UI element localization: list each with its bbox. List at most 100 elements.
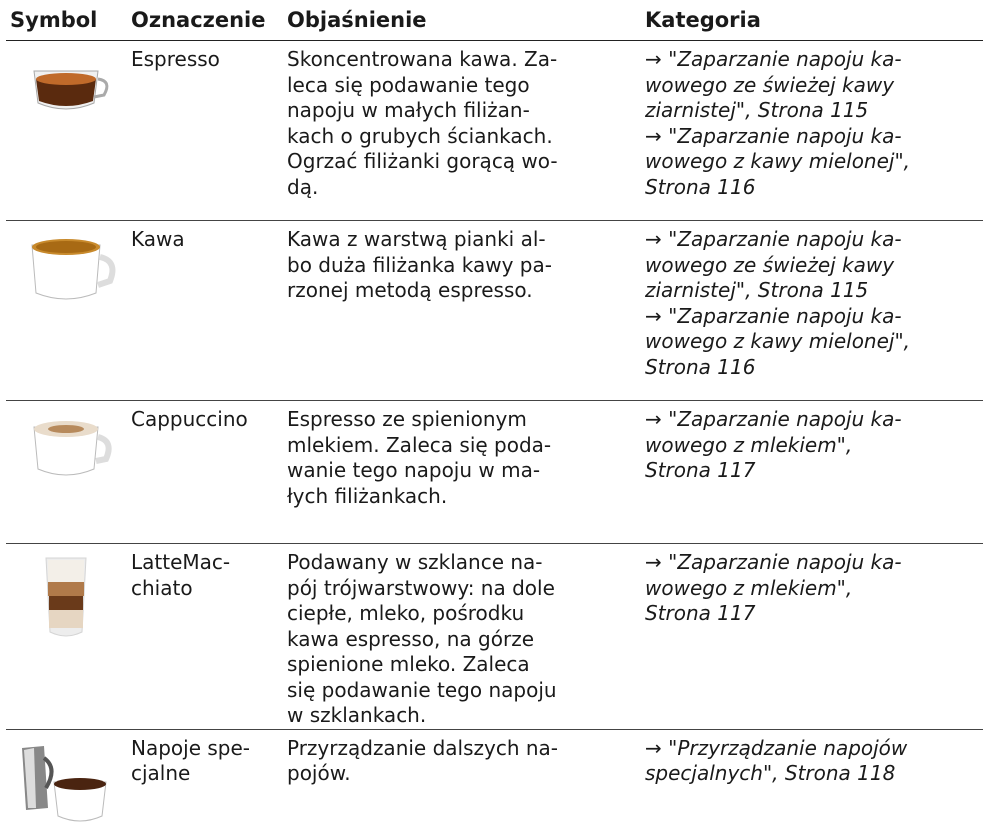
symbol-cell <box>6 400 127 544</box>
description-line: Ogrzać filiżanki gorącą wo- <box>287 149 558 173</box>
table-row: Espresso Skoncentrowana kawa. Za-leca się… <box>6 40 983 221</box>
reference-line: Strona 116 <box>645 355 979 381</box>
description-line: łych filiżankach. <box>287 483 448 508</box>
reference-line: wowego z mlekiem", <box>645 433 979 459</box>
name-line: cjalne <box>131 761 191 785</box>
reference-text: wowego ze świeżej kawy <box>645 252 895 277</box>
reference-line: → "Zaparzanie napoju ka- <box>645 407 979 433</box>
name-cell: Napoje spe-cjalne <box>127 729 283 840</box>
description-line: kawa espresso, na górze <box>287 626 535 651</box>
column-header: Kategoria <box>641 0 983 41</box>
category-cell: → "Zaparzanie napoju ka-wowego z mlekiem… <box>641 400 983 544</box>
arrow: → <box>645 550 662 574</box>
description-line: napoju w małych filiżan- <box>287 98 530 122</box>
arrow: → <box>645 303 662 328</box>
reference-line: wowego z mlekiem", <box>645 576 979 602</box>
arrow: → <box>645 123 662 148</box>
beverage-table: Symbol Oznaczenie Objaśnienie Kategoria Esp… <box>6 0 983 840</box>
name-cell: Cappuccino <box>127 400 283 544</box>
symbol-cell <box>6 40 127 221</box>
column-header: Symbol <box>6 0 127 41</box>
beverage-icon <box>20 70 112 123</box>
description-line: się podawanie tego napoju <box>287 677 557 702</box>
reference-line: → "Zaparzanie napoju ka- <box>645 124 979 150</box>
reference-text: ziarnistej", Strona 115 <box>645 278 869 302</box>
reference-text: wowego z kawy mielonej", <box>645 329 911 353</box>
reference-text: Strona 117 <box>645 601 756 625</box>
reference-text: Strona 117 <box>645 458 756 482</box>
reference-text: wowego ze świeżej kawy <box>645 72 895 97</box>
description-line: Podawany w szklance na- <box>287 550 543 574</box>
column-header: Objaśnienie <box>283 0 641 41</box>
arrow: → <box>645 407 662 431</box>
table-row: Napoje spe-cjalne Przyrządzanie dalszych … <box>6 729 983 840</box>
reference-line: → "Zaparzanie napoju ka- <box>645 227 979 253</box>
arrow: → <box>645 227 662 251</box>
name-line: chiato <box>131 575 193 600</box>
description-line: mlekiem. Zaleca się poda- <box>287 432 552 457</box>
description-line: leca się podawanie tego <box>287 72 530 97</box>
description-cell: Kawa z warstwą pianki al-bo duża filiżan… <box>283 220 641 401</box>
description-line: wanie tego napoju w ma- <box>287 458 541 482</box>
description-line: rzonej metodą espresso. <box>287 278 533 302</box>
name-line: Cappuccino <box>131 407 248 431</box>
name-line: LatteMac- <box>131 550 231 574</box>
reference-line: → "Przyrządzanie napojów <box>645 736 979 762</box>
description-line: ciepłe, mleko, pośrodku <box>287 601 525 625</box>
reference-text: "Zaparzanie napoju ka- <box>668 123 902 148</box>
reference-line: Strona 116 <box>645 175 979 201</box>
name-line: Napoje spe- <box>131 735 251 760</box>
reference-line: wowego ze świeżej kawy <box>645 253 979 279</box>
reference-line: ziarnistej", Strona 115 <box>645 278 979 304</box>
beverage-icon <box>45 557 87 637</box>
reference-text: Strona 116 <box>645 174 756 199</box>
arrow: → <box>645 735 662 760</box>
reference-text: wowego z mlekiem", <box>645 575 853 600</box>
table-row: Kawa Kawa z warstwą pianki al-bo duża fil… <box>6 220 983 401</box>
name-cell: Kawa <box>127 220 283 401</box>
name-line: Kawa <box>131 227 185 251</box>
description-line: w szklankach. <box>287 703 427 727</box>
description-line: pojów. <box>287 761 351 785</box>
reference-line: Strona 117 <box>645 601 979 627</box>
description-line: Espresso ze spienionym <box>287 407 527 431</box>
description-line: dą. <box>287 174 319 199</box>
reference-text: "Zaparzanie napoju ka- <box>668 407 902 431</box>
description-line: pój trójwarstwowy: na dole <box>287 575 555 600</box>
description-cell: Podawany w szklance na-pój trójwarstwowy… <box>283 543 641 730</box>
description-line: Kawa z warstwą pianki al- <box>287 227 546 251</box>
reference-line: wowego z kawy mielonej", <box>645 149 979 175</box>
name-cell: Espresso <box>127 40 283 221</box>
description-cell: Skoncentrowana kawa. Za-leca się podawan… <box>283 40 641 221</box>
reference-text: "Zaparzanie napoju ka- <box>668 303 902 328</box>
description-line: Skoncentrowana kawa. Za- <box>287 47 558 71</box>
reference-line: wowego z kawy mielonej", <box>645 329 979 355</box>
description-line: Przyrządzanie dalszych na- <box>287 735 559 760</box>
description-cell: Espresso ze spienionym mlekiem. Zaleca si… <box>283 400 641 544</box>
reference-line: ziarnistej", Strona 115 <box>645 98 979 124</box>
symbol-cell <box>6 543 127 730</box>
description-line: kach o grubych ściankach. <box>287 123 553 148</box>
arrow: → <box>645 47 662 71</box>
beverage-icon <box>18 421 114 492</box>
reference-line: wowego ze świeżej kawy <box>645 73 979 99</box>
reference-text: "Zaparzanie napoju ka- <box>668 550 902 574</box>
beverage-icon <box>22 745 118 830</box>
reference-line: → "Zaparzanie napoju ka- <box>645 304 979 330</box>
reference-text: wowego z kawy mielonej", <box>645 149 911 173</box>
reference-line: Strona 117 <box>645 458 979 484</box>
category-cell: → "Zaparzanie napoju ka-wowego ze świeże… <box>641 220 983 401</box>
name-line: Espresso <box>131 47 220 71</box>
reference-text: ziarnistej", Strona 115 <box>645 98 869 122</box>
table-row: Cappuccino Espresso ze spienionym mlekiem.… <box>6 400 983 544</box>
reference-text: "Zaparzanie napoju ka- <box>668 227 902 251</box>
reference-text: wowego z mlekiem", <box>645 432 853 457</box>
beverage-icon <box>31 239 116 300</box>
symbol-cell <box>6 220 127 401</box>
description-line: spienione mleko. Zaleca <box>287 652 530 676</box>
table-row: LatteMac-chiato Podawany w szklance na-pó… <box>6 543 983 730</box>
category-cell: → "Zaparzanie napoju ka-wowego z mlekiem… <box>641 543 983 730</box>
description-cell: Przyrządzanie dalszych na-pojów. <box>283 729 641 840</box>
reference-line: → "Zaparzanie napoju ka- <box>645 47 979 73</box>
